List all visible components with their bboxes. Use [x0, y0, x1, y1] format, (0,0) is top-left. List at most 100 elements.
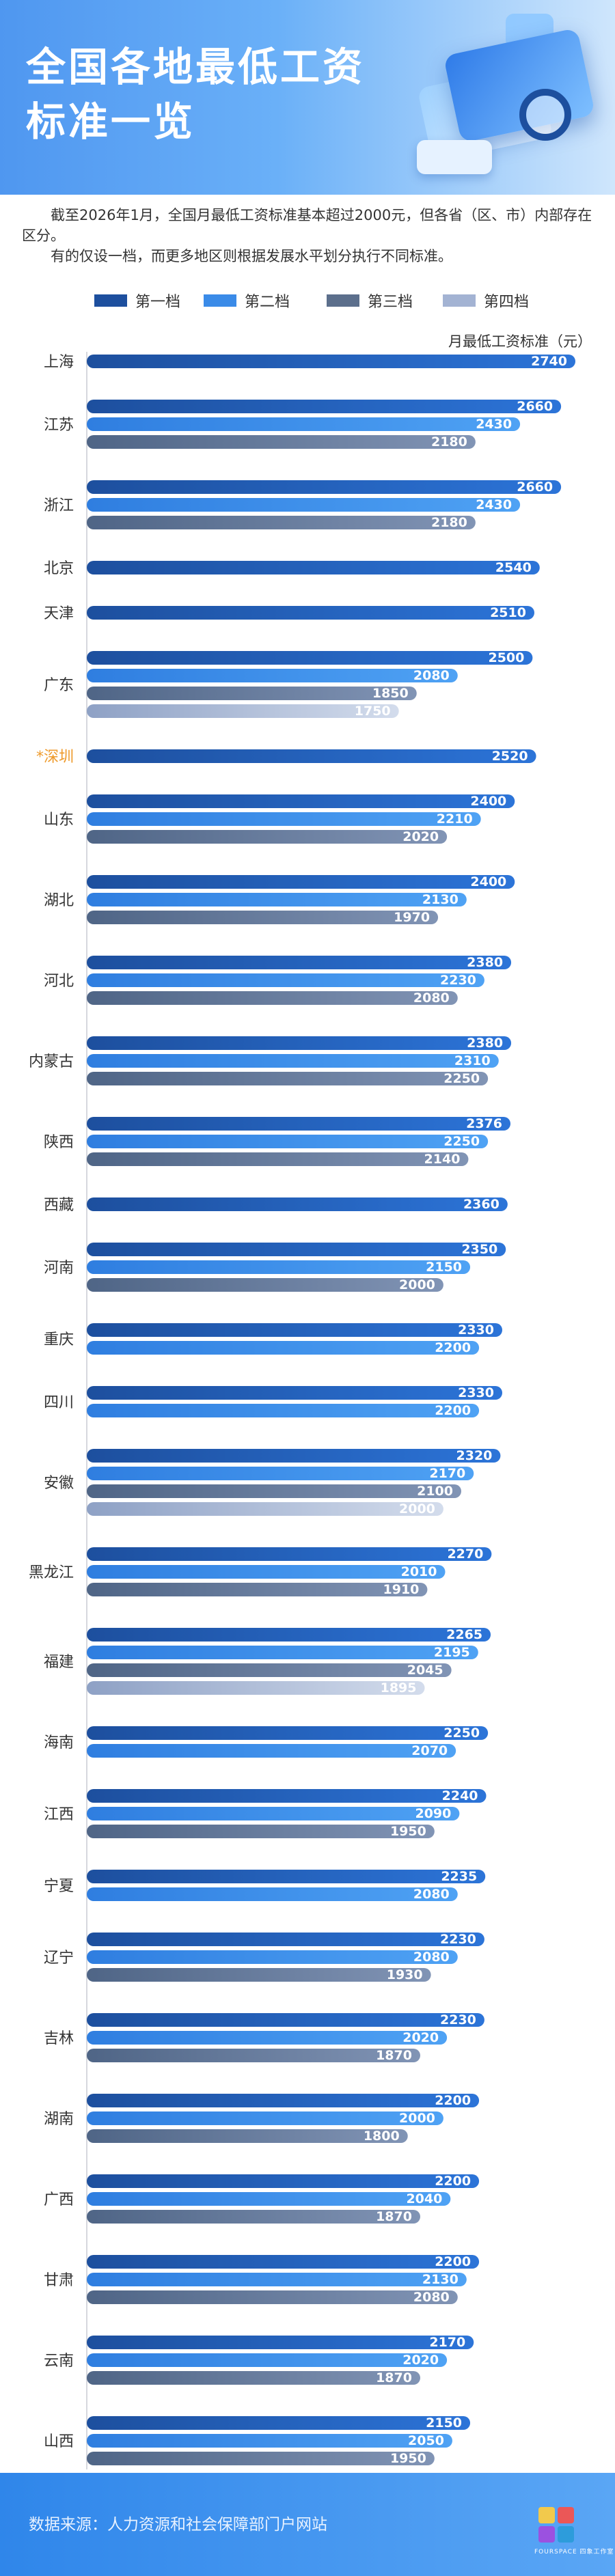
category-label: 湖北 — [44, 892, 74, 909]
category-label: 甘肃 — [44, 2272, 74, 2289]
intro-line1: 截至2026年1月，全国月最低工资标准基本超过2000元，但各省（区、市）内部存… — [22, 207, 592, 244]
category-label: 重庆 — [44, 1331, 74, 1348]
category-label: 吉林 — [44, 2030, 74, 2047]
bar-tier1 — [87, 561, 540, 574]
page-title: 全国各地最低工资 标准一览 — [26, 40, 365, 149]
bar-tier2 — [87, 1887, 458, 1901]
bar-value-label: 2380 — [467, 955, 503, 970]
bar-tier1 — [87, 651, 533, 665]
category-label: 辽宁 — [44, 1950, 74, 1967]
bar-tier2 — [87, 1807, 460, 1820]
bar-tier3 — [87, 435, 476, 449]
bar-tier2 — [87, 1404, 480, 1417]
bar-value-label: 2200 — [435, 1403, 471, 1418]
bar-tier2 — [87, 1135, 489, 1148]
bar-value-label: 2150 — [426, 1260, 462, 1275]
bar-tier1 — [87, 1547, 492, 1561]
header-banner: 全国各地最低工资 标准一览 — [0, 0, 615, 195]
bar-tier4 — [87, 1502, 443, 1516]
bar-tier3 — [87, 1663, 452, 1677]
bar-tier2 — [87, 2273, 467, 2286]
bar-value-label: 2500 — [488, 650, 524, 665]
bar-value-label: 2000 — [399, 2111, 435, 2126]
bar-tier4 — [87, 1681, 425, 1695]
intro-text: 截至2026年1月，全国月最低工资标准基本超过2000元，但各省（区、市）内部存… — [22, 205, 596, 266]
bar-tier1 — [87, 956, 512, 969]
bar-tier3 — [87, 2049, 420, 2062]
category-label: 云南 — [44, 2353, 74, 2370]
category-label: 广东 — [44, 677, 74, 694]
bar-value-label: 2195 — [434, 1645, 470, 1660]
bar-tier1 — [87, 2013, 484, 2027]
bar-value-label: 2350 — [461, 1242, 497, 1257]
bar-tier2 — [87, 2192, 451, 2206]
bar-tier1 — [87, 1870, 486, 1883]
bar-value-label: 2540 — [495, 560, 532, 575]
bar-tier1 — [87, 1036, 512, 1050]
bar-value-label: 2250 — [443, 1071, 480, 1086]
bar-value-label: 2080 — [413, 1950, 450, 1965]
bar-value-label: 1950 — [390, 1824, 426, 1839]
intro-line2: 有的仅设一档，而更多地区则根据发展水平划分执行不同标准。 — [51, 248, 452, 264]
bar-value-label: 2240 — [442, 1788, 478, 1803]
bar-value-label: 1750 — [355, 704, 391, 719]
bar-tier1 — [87, 1449, 501, 1463]
bar-tier4 — [87, 704, 399, 718]
bar-value-label: 2200 — [435, 2254, 471, 2269]
legend-item-tier2: 第二档 — [204, 287, 290, 314]
bar-value-label: 2430 — [476, 497, 512, 512]
legend-swatch — [443, 294, 476, 307]
bar-tier1 — [87, 1789, 487, 1803]
bar-tier2 — [87, 417, 521, 431]
category-label: 山东 — [44, 812, 74, 829]
bar-value-label: 2070 — [411, 1743, 448, 1758]
bar-value-label: 2330 — [458, 1385, 494, 1400]
bar-tier2 — [87, 1950, 458, 1964]
bar-tier3 — [87, 1484, 461, 1498]
legend-label: 第三档 — [368, 294, 413, 311]
bar-tier2 — [87, 2353, 448, 2367]
bar-tier3 — [87, 687, 417, 700]
category-label: 江西 — [44, 1806, 74, 1823]
bar-value-label: 2090 — [415, 1806, 451, 1821]
bar-value-label: 1870 — [376, 2048, 412, 2063]
brand-logo — [538, 2507, 575, 2544]
bar-tier1 — [87, 875, 515, 889]
bar-value-label: 2330 — [458, 1322, 494, 1338]
category-label: 宁夏 — [44, 1878, 74, 1895]
bar-tier2 — [87, 973, 484, 987]
bar-tier2 — [87, 2031, 448, 2045]
bar-tier1 — [87, 1386, 503, 1400]
category-label: 陕西 — [44, 1134, 74, 1151]
brand-name: FOURSPACE 四象工作室 — [534, 2549, 614, 2556]
category-label: 黑龙江 — [29, 1564, 74, 1581]
bar-value-label: 2020 — [402, 2030, 439, 2045]
bar-tier2 — [87, 1467, 474, 1480]
bar-tier3 — [87, 2129, 408, 2143]
bar-value-label: 2430 — [476, 417, 512, 432]
bar-value-label: 2235 — [441, 1869, 477, 1884]
bar-value-label: 2100 — [417, 1484, 453, 1499]
bar-tier1 — [87, 2094, 480, 2107]
bar-tier1 — [87, 1117, 511, 1131]
bar-value-label: 2045 — [407, 1663, 443, 1678]
bar-tier2 — [87, 1260, 471, 1274]
bar-tier1 — [87, 2336, 474, 2349]
source-note: 数据来源：人力资源和社会保障部门户网站 — [29, 2516, 327, 2534]
bar-tier3 — [87, 991, 458, 1005]
bar-value-label: 2020 — [402, 2353, 439, 2368]
bar-tier1 — [87, 606, 534, 620]
bar-tier3 — [87, 516, 476, 529]
bar-tier1 — [87, 355, 575, 368]
bar-value-label: 2520 — [492, 749, 528, 764]
bar-value-label: 2130 — [422, 2272, 459, 2287]
bar-value-label: 2200 — [435, 1340, 471, 1355]
bar-value-label: 2270 — [447, 1547, 483, 1562]
legend-item-tier4: 第四档 — [443, 287, 529, 314]
bar-tier1 — [87, 2416, 471, 2430]
bar-tier3 — [87, 1583, 428, 1596]
bar-value-label: 2140 — [424, 1152, 461, 1167]
category-label: 湖南 — [44, 2111, 74, 2128]
bar-value-label: 2376 — [466, 1116, 502, 1131]
bar-value-label: 2080 — [413, 668, 450, 683]
